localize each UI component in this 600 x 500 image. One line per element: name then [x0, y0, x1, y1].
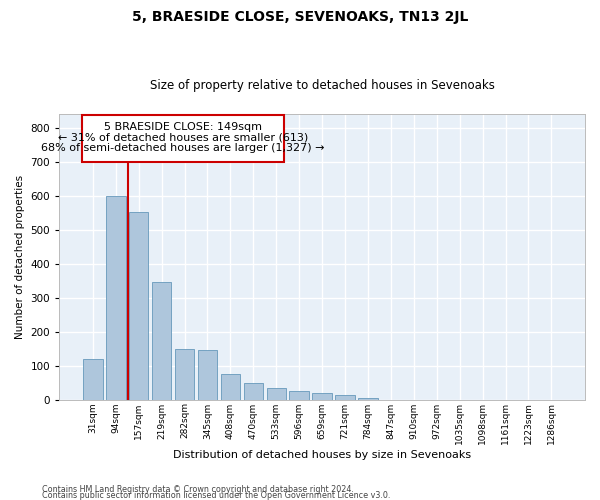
Bar	[266, 388, 286, 400]
Text: 68% of semi-detached houses are larger (1,327) →: 68% of semi-detached houses are larger (…	[41, 142, 325, 152]
Bar	[289, 391, 309, 400]
Title: Size of property relative to detached houses in Sevenoaks: Size of property relative to detached ho…	[149, 79, 494, 92]
Bar	[83, 360, 103, 400]
Text: 5 BRAESIDE CLOSE: 149sqm: 5 BRAESIDE CLOSE: 149sqm	[104, 122, 262, 132]
Bar	[221, 374, 240, 400]
FancyBboxPatch shape	[82, 114, 284, 162]
Text: Contains public sector information licensed under the Open Government Licence v3: Contains public sector information licen…	[42, 491, 391, 500]
Bar	[198, 350, 217, 400]
Text: Contains HM Land Registry data © Crown copyright and database right 2024.: Contains HM Land Registry data © Crown c…	[42, 484, 354, 494]
Text: ← 31% of detached houses are smaller (613): ← 31% of detached houses are smaller (61…	[58, 132, 308, 142]
Bar	[358, 398, 377, 400]
X-axis label: Distribution of detached houses by size in Sevenoaks: Distribution of detached houses by size …	[173, 450, 471, 460]
Text: 5, BRAESIDE CLOSE, SEVENOAKS, TN13 2JL: 5, BRAESIDE CLOSE, SEVENOAKS, TN13 2JL	[132, 10, 468, 24]
Bar	[175, 348, 194, 400]
Bar	[335, 395, 355, 400]
Bar	[313, 392, 332, 400]
Bar	[244, 382, 263, 400]
Bar	[129, 212, 148, 400]
Bar	[152, 282, 172, 400]
Bar	[106, 196, 125, 400]
Y-axis label: Number of detached properties: Number of detached properties	[15, 174, 25, 339]
